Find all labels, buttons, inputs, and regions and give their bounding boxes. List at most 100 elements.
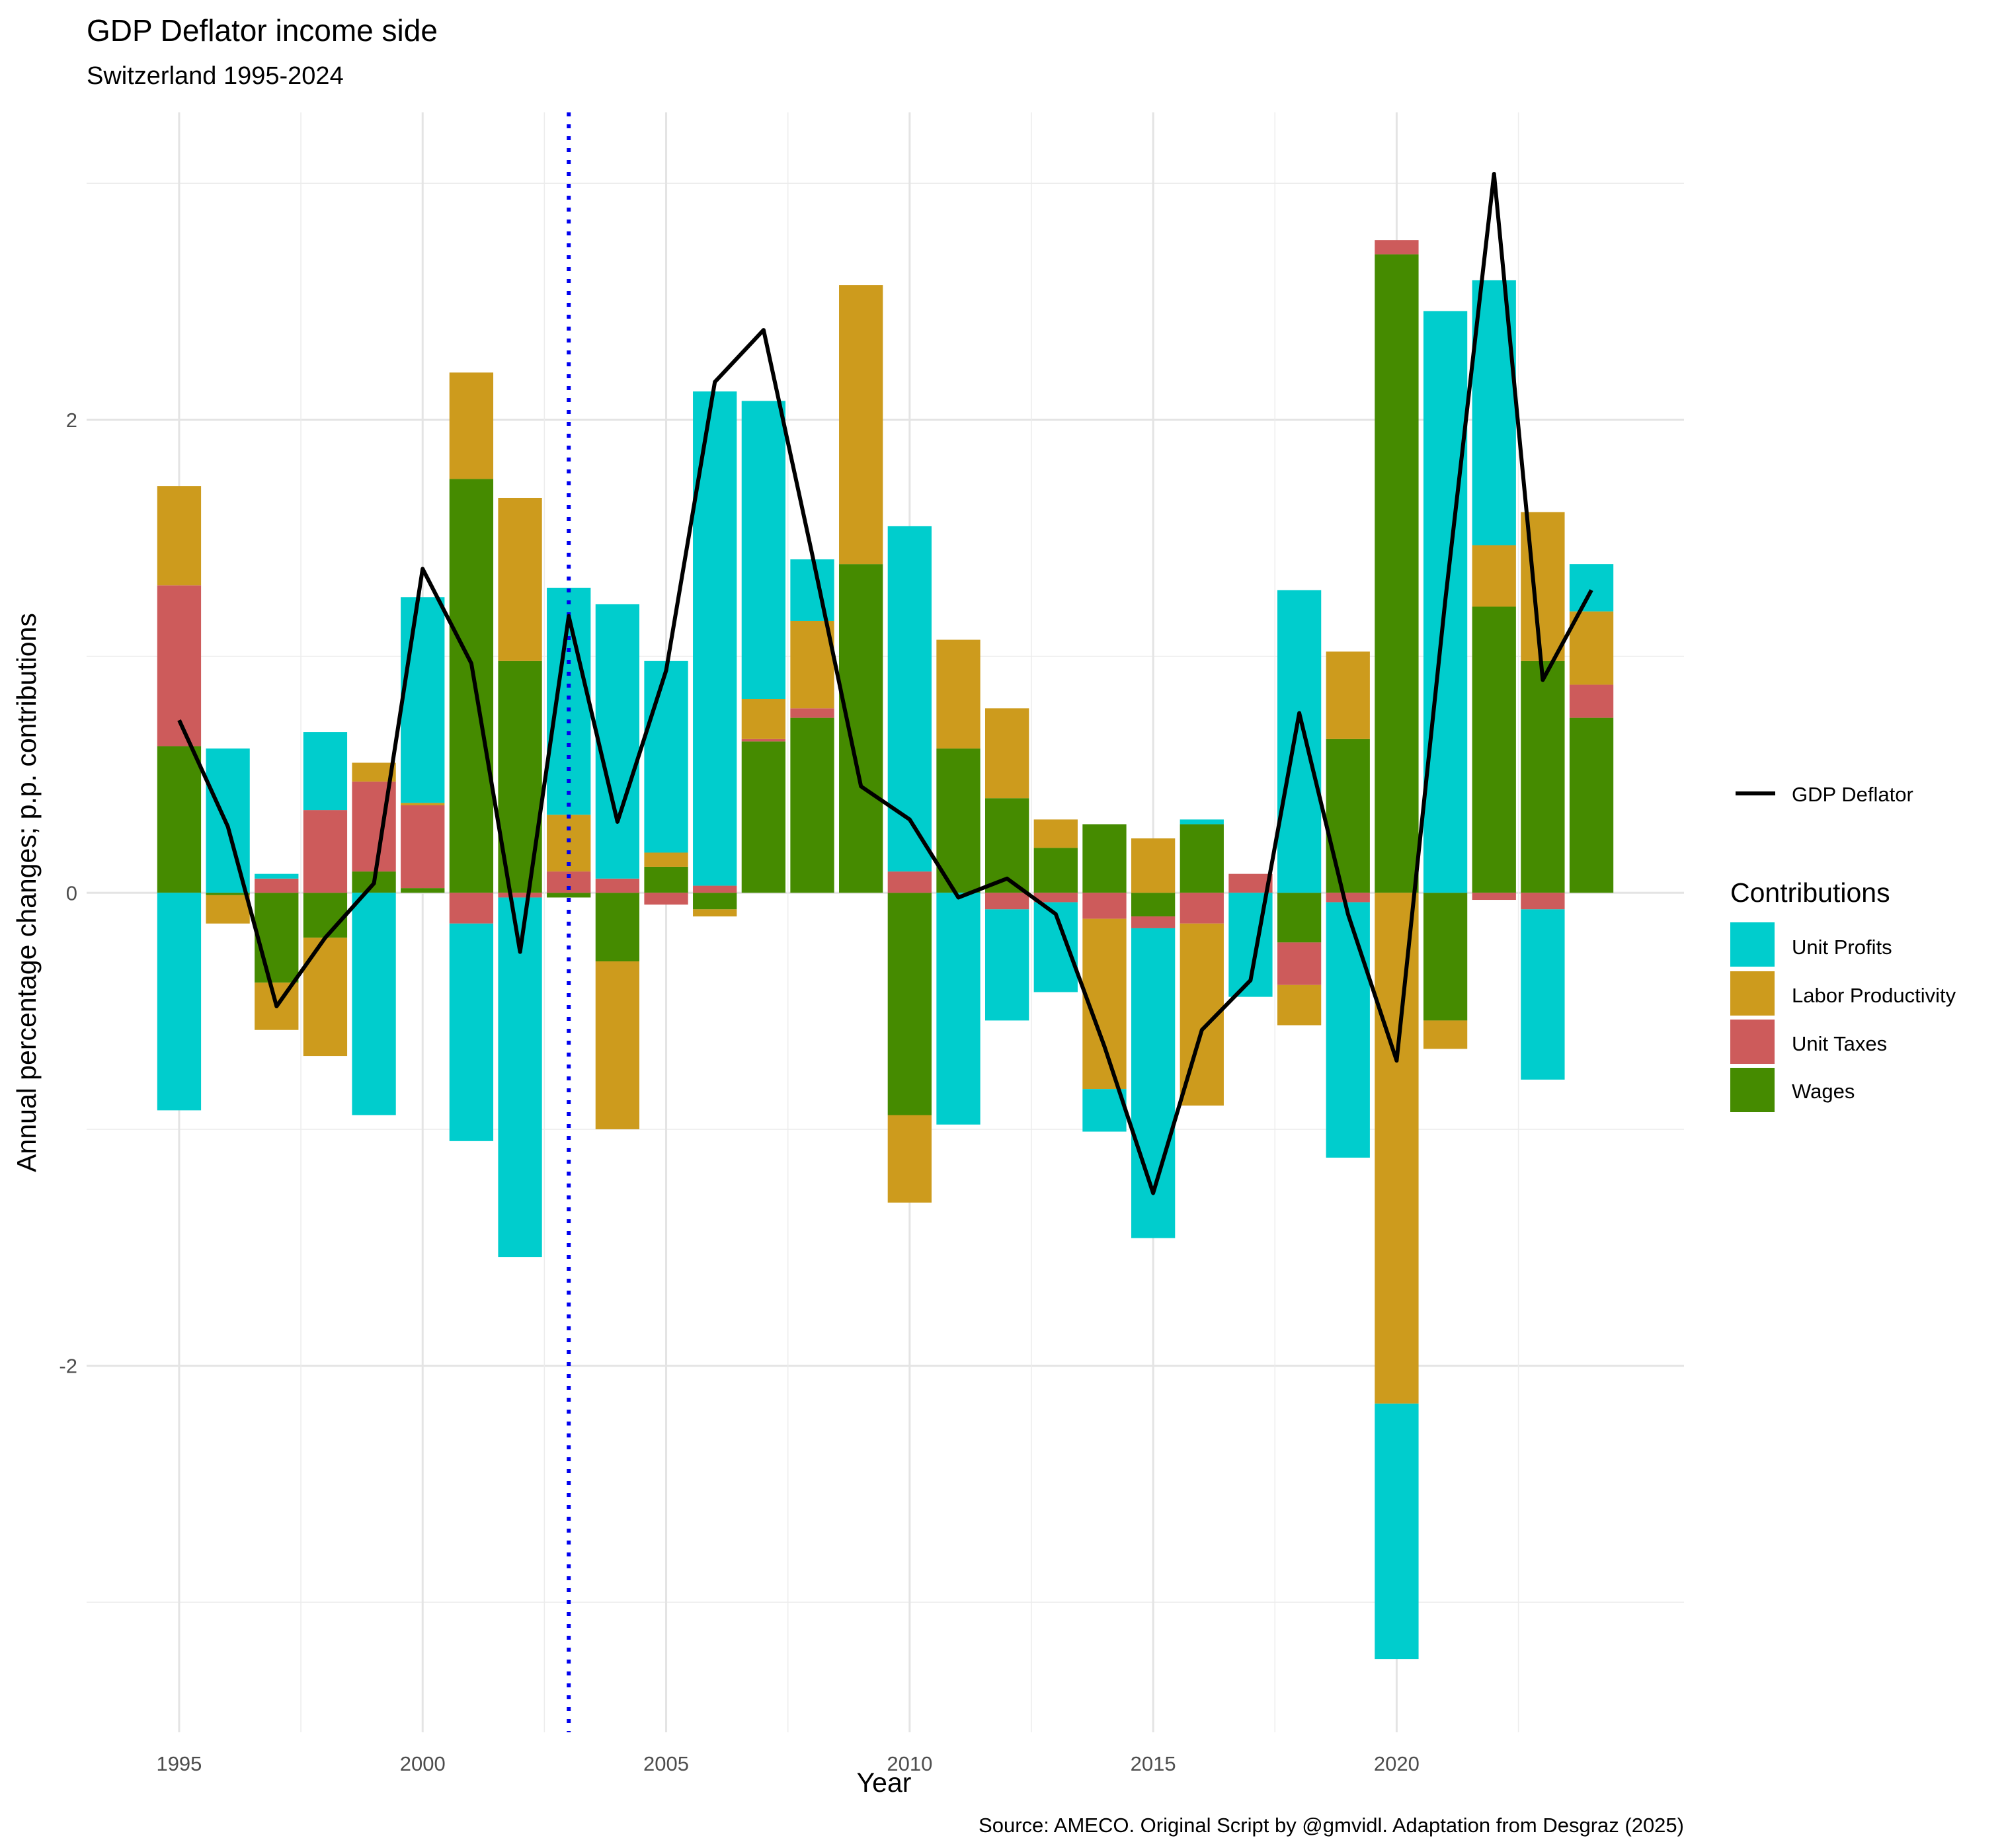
- bar-wages-2007: [741, 741, 785, 893]
- bar-wages-2001: [449, 479, 494, 893]
- bar-unit-profits-1999: [352, 893, 396, 1115]
- bar-wages-2008: [790, 717, 834, 893]
- bar-wages-2010: [887, 893, 932, 1115]
- bar-labor-productivity-2003: [547, 815, 591, 872]
- legend-key-labor-productivity: [1730, 971, 1775, 1016]
- y-axis-ticks: -2 0 2: [59, 409, 77, 1378]
- bar-wages-1996: [206, 893, 250, 895]
- legend-label-unit-profits: Unit Profits: [1792, 936, 1892, 959]
- bar-wages-2014: [1082, 824, 1127, 893]
- bar-wages-1998: [303, 893, 348, 938]
- bar-unit-profits-2012: [985, 909, 1029, 1021]
- bar-wages-2021: [1423, 893, 1468, 1021]
- bar-unit-taxes-2015: [1131, 916, 1176, 928]
- bar-wages-2020: [1375, 254, 1419, 893]
- bar-labor-productivity-2015: [1131, 838, 1176, 893]
- bar-unit-taxes-2024: [1569, 684, 1614, 718]
- bar-unit-profits-2024: [1569, 564, 1614, 612]
- bar-unit-taxes-2004: [595, 878, 640, 893]
- bar-wages-2022: [1472, 606, 1516, 893]
- legend-label-wages: Wages: [1792, 1080, 1855, 1103]
- y-tick-label--2: -2: [59, 1355, 77, 1378]
- x-tick-label-2010: 2010: [887, 1752, 932, 1775]
- bar-wages-2018: [1277, 893, 1322, 943]
- bar-unit-taxes-2008: [790, 708, 834, 718]
- bar-labor-productivity-1995: [157, 486, 202, 586]
- bar-unit-profits-2004: [595, 604, 640, 879]
- x-tick-label-2015: 2015: [1131, 1752, 1176, 1775]
- caption: Source: AMECO. Original Script by @gmvid…: [979, 1814, 1684, 1837]
- bar-unit-profits-1995: [157, 893, 202, 1111]
- bar-labor-productivity-2001: [449, 372, 494, 479]
- bar-unit-profits-2016: [1180, 819, 1224, 824]
- bar-labor-productivity-2007: [741, 699, 785, 739]
- bar-unit-taxes-2006: [693, 885, 737, 893]
- bar-labor-productivity-2004: [595, 961, 640, 1129]
- bar-unit-taxes-2019: [1326, 893, 1370, 903]
- bars: [157, 240, 1614, 1660]
- bar-labor-productivity-2012: [985, 708, 1029, 799]
- bar-unit-taxes-2012: [985, 893, 1029, 910]
- bar-wages-2023: [1521, 661, 1565, 893]
- legend-key-unit-taxes: [1730, 1020, 1775, 1064]
- chart-title: GDP Deflator income side: [87, 13, 438, 48]
- bar-unit-profits-1996: [206, 748, 250, 893]
- chart-subtitle: Switzerland 1995-2024: [87, 62, 344, 90]
- bar-unit-profits-2010: [887, 526, 932, 872]
- bar-unit-taxes-2020: [1375, 240, 1419, 255]
- legend-label-labor-productivity: Labor Productivity: [1792, 984, 1956, 1007]
- x-tick-label-1995: 1995: [156, 1752, 202, 1775]
- bar-labor-productivity-2018: [1277, 984, 1322, 1025]
- bar-unit-taxes-2010: [887, 871, 932, 893]
- bar-labor-productivity-2006: [693, 909, 737, 917]
- bar-labor-productivity-2020: [1375, 893, 1419, 1404]
- bar-unit-profits-2018: [1277, 590, 1322, 893]
- bar-wages-2000: [401, 888, 445, 893]
- bar-labor-productivity-1998: [303, 938, 348, 1057]
- x-tick-label-2020: 2020: [1374, 1752, 1420, 1775]
- legend: GDP Deflator Contributions Unit Profits …: [1730, 783, 1956, 1112]
- bar-unit-taxes-2013: [1033, 893, 1078, 903]
- x-tick-label-2005: 2005: [643, 1752, 689, 1775]
- bar-labor-productivity-2005: [644, 852, 688, 867]
- bar-unit-taxes-2005: [644, 893, 688, 905]
- bar-unit-taxes-2018: [1277, 942, 1322, 985]
- bar-wages-2024: [1569, 717, 1614, 893]
- legend-line-label: GDP Deflator: [1792, 783, 1913, 806]
- y-axis-label: Annual percentage changes; p.p. contribu…: [11, 613, 42, 1172]
- bar-unit-profits-1998: [303, 732, 348, 811]
- bar-labor-productivity-2013: [1033, 819, 1078, 848]
- bar-wages-2015: [1131, 893, 1176, 917]
- bar-unit-taxes-1998: [303, 810, 348, 893]
- bar-wages-2013: [1033, 848, 1078, 893]
- legend-label-unit-taxes: Unit Taxes: [1792, 1032, 1887, 1055]
- bar-unit-profits-2008: [790, 559, 834, 621]
- bar-labor-productivity-2022: [1472, 545, 1516, 607]
- legend-key-unit-profits: [1730, 922, 1775, 967]
- x-axis-label: Year: [857, 1767, 912, 1798]
- bar-unit-profits-2005: [644, 661, 688, 853]
- bar-unit-taxes-2023: [1521, 893, 1565, 910]
- bar-labor-productivity-2009: [839, 285, 883, 565]
- bar-unit-taxes-2001: [449, 893, 494, 924]
- bar-labor-productivity-2010: [887, 1115, 932, 1203]
- bar-unit-profits-1997: [255, 873, 299, 879]
- bar-wages-1997: [255, 893, 299, 983]
- bar-wages-2003: [547, 893, 591, 898]
- bar-unit-profits-2002: [498, 897, 542, 1258]
- y-tick-label-2: 2: [66, 409, 77, 432]
- gdp-deflator-line-layer: [177, 172, 1593, 1195]
- bar-labor-productivity-2019: [1326, 651, 1370, 739]
- x-axis-ticks: 1995 2000 2005 2010 2015 2020: [156, 1752, 1419, 1775]
- y-tick-label-0: 0: [66, 881, 77, 904]
- bar-unit-taxes-2016: [1180, 893, 1224, 924]
- bar-unit-profits-2023: [1521, 909, 1565, 1080]
- bar-wages-2004: [595, 893, 640, 962]
- bar-unit-taxes-2022: [1472, 893, 1516, 901]
- bar-unit-taxes-2007: [741, 739, 785, 742]
- bar-unit-profits-2007: [741, 401, 785, 700]
- bar-unit-profits-2001: [449, 923, 494, 1141]
- bar-wages-2019: [1326, 739, 1370, 893]
